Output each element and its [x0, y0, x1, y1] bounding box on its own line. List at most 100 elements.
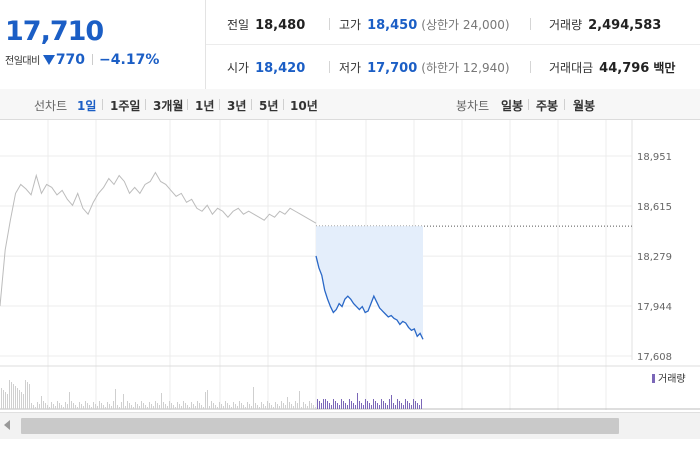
volume-bar	[353, 403, 354, 409]
divider	[102, 99, 103, 110]
volume-bar	[113, 401, 114, 409]
stat-value: 18,480	[255, 18, 306, 33]
period-3m[interactable]: 3개월	[153, 99, 184, 113]
volume-bar	[285, 405, 286, 409]
volume-bar	[409, 403, 410, 409]
volume-bar	[387, 405, 388, 409]
volume-bar	[237, 406, 238, 409]
stat-value: 18,420	[255, 61, 306, 76]
amount-unit: 백만	[653, 61, 676, 75]
volume-bar	[351, 401, 352, 409]
volume-bar	[171, 403, 172, 409]
volume-bar	[61, 405, 62, 409]
volume-bar	[421, 399, 422, 409]
volume-bar	[393, 403, 394, 409]
line-chart-label: 선차트	[34, 99, 68, 113]
volume-bar	[257, 405, 258, 409]
volume-bar	[321, 403, 322, 409]
volume-bar	[281, 401, 282, 409]
volume-bar	[273, 407, 274, 409]
volume-bar	[85, 401, 86, 409]
period-1y[interactable]: 1년	[195, 99, 215, 113]
price-summary: 17,710 전일대비 770 −4.17%	[0, 0, 206, 89]
volume-bar	[195, 406, 196, 409]
volume-bar	[105, 407, 106, 409]
volume-bar	[259, 407, 260, 409]
volume-bar	[197, 401, 198, 409]
volume-bar	[289, 402, 290, 409]
volume-bar	[373, 399, 374, 409]
volume-bar	[153, 406, 154, 409]
upper-limit: (상한가 24,000)	[421, 18, 510, 32]
volume-bar	[253, 387, 254, 409]
volume-bar	[405, 399, 406, 409]
volume-bar	[383, 401, 384, 409]
volume-bar	[261, 402, 262, 409]
divider	[92, 54, 94, 65]
volume-bar	[275, 402, 276, 409]
change-label: 전일대비	[5, 56, 40, 67]
volume-bar	[185, 403, 186, 409]
period-1w[interactable]: 1주일	[110, 99, 141, 113]
volume-bar	[37, 402, 38, 409]
volume-bar	[13, 384, 14, 409]
volume-bar	[27, 382, 28, 409]
volume-bar	[135, 402, 136, 409]
period-10y[interactable]: 10년	[290, 99, 318, 113]
candle-weekly[interactable]: 주봉	[536, 99, 559, 113]
scroll-left-icon[interactable]	[4, 420, 10, 430]
scrollbar-thumb[interactable]	[21, 418, 619, 434]
volume-bar	[407, 401, 408, 409]
volume-bar	[191, 402, 192, 409]
candle-daily[interactable]: 일봉	[501, 99, 524, 113]
volume-bar	[217, 407, 218, 409]
volume-bar	[9, 380, 10, 409]
current-session-area	[316, 226, 423, 340]
candle-monthly[interactable]: 월봉	[573, 99, 596, 113]
volume-bar	[329, 403, 330, 409]
divider	[564, 99, 565, 110]
stat-value: 2,494,583	[588, 18, 662, 33]
volume-bar	[21, 392, 22, 409]
volume-bar	[213, 403, 214, 409]
period-1d[interactable]: 1일	[77, 99, 97, 113]
chart-scrollbar[interactable]	[0, 412, 700, 439]
volume-bar	[147, 407, 148, 409]
volume-legend-swatch	[652, 374, 655, 383]
volume-bar	[343, 401, 344, 409]
volume-bar	[69, 392, 70, 409]
volume-bar	[305, 404, 306, 409]
volume-bar	[227, 403, 228, 409]
volume-bar	[87, 403, 88, 409]
volume-bar	[41, 396, 42, 409]
volume-bar	[395, 405, 396, 409]
volume-bar	[391, 395, 392, 409]
period-3y[interactable]: 3년	[227, 99, 247, 113]
change-amount: 770	[55, 52, 86, 68]
change-row: 전일대비 770 −4.17%	[5, 52, 159, 68]
volume-bar	[81, 404, 82, 409]
volume-bar	[385, 403, 386, 409]
volume-bar	[3, 390, 4, 409]
volume-bar	[327, 401, 328, 409]
volume-bar	[143, 403, 144, 409]
divider	[530, 18, 531, 30]
volume-bar	[397, 399, 398, 409]
period-5y[interactable]: 5년	[259, 99, 279, 113]
volume-bar	[177, 402, 178, 409]
volume-bar	[155, 401, 156, 409]
stat-value: 18,450	[367, 18, 418, 33]
volume-bar	[167, 406, 168, 409]
volume-bar	[369, 403, 370, 409]
volume-bar	[295, 401, 296, 409]
volume-bar	[255, 403, 256, 409]
divider	[206, 44, 700, 45]
volume-bar	[33, 405, 34, 409]
volume-bar	[341, 399, 342, 409]
volume-bar	[419, 405, 420, 409]
stat-open: 시가 18,420	[227, 59, 305, 76]
volume-bar	[357, 393, 358, 409]
volume-bar	[335, 401, 336, 409]
series-line-previous	[0, 171, 317, 307]
volume-bar	[181, 406, 182, 409]
